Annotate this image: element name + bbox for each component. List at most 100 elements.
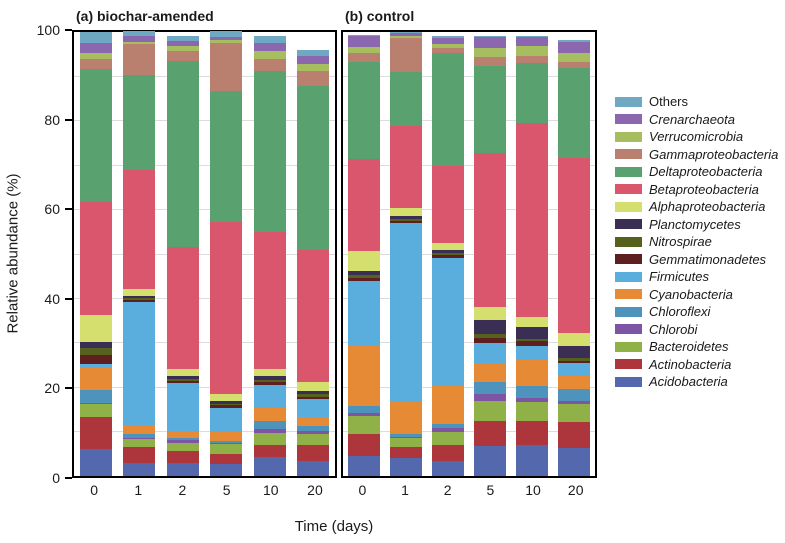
segment-bacteroidetes bbox=[123, 439, 156, 448]
segment-gemmatimonadetes bbox=[210, 405, 243, 408]
segment-verrucomicrobia bbox=[516, 46, 548, 56]
gridline-30 bbox=[74, 342, 335, 344]
y-tick-mark-100 bbox=[65, 29, 72, 31]
segment-cyanobacteria bbox=[79, 367, 112, 391]
segment-cyanobacteria bbox=[558, 375, 590, 390]
legend-label: Acidobacteria bbox=[649, 374, 728, 390]
segment-gemmatimonadetes bbox=[166, 380, 199, 383]
segment-gammaproteobacteria bbox=[253, 59, 286, 71]
segment-acidobacteria bbox=[253, 457, 286, 476]
segment-verrucomicrobia bbox=[253, 50, 286, 60]
segment-bacteroidetes bbox=[297, 433, 330, 446]
legend-label: Cyanobacteria bbox=[649, 286, 733, 302]
segment-bacteroidetes bbox=[79, 403, 112, 417]
segment-gemmatimonadetes bbox=[79, 354, 112, 364]
segment-planctomycetes bbox=[516, 327, 548, 340]
segment-alphaproteobacteria bbox=[123, 288, 156, 296]
segment-actinobacteria bbox=[474, 420, 506, 447]
segment-gammaproteobacteria bbox=[348, 53, 380, 63]
legend-item-planctomycetes: Planctomycetes bbox=[615, 216, 778, 234]
segment-betaproteobacteria bbox=[474, 153, 506, 307]
gridline-20 bbox=[74, 386, 335, 388]
segment-nitrospirae bbox=[348, 274, 380, 278]
segment-chlorobi bbox=[166, 439, 199, 443]
segment-nitrospirae bbox=[516, 339, 548, 342]
segment-cyanobacteria bbox=[210, 432, 243, 441]
segment-crenarchaeota bbox=[166, 41, 199, 47]
segment-actinobacteria bbox=[79, 416, 112, 450]
segment-others bbox=[432, 35, 464, 38]
gridline-60 bbox=[343, 209, 595, 211]
x-tick-label-20: 20 bbox=[307, 482, 323, 498]
segment-nitrospirae bbox=[253, 379, 286, 382]
panel-control bbox=[341, 30, 597, 478]
gridline-50 bbox=[74, 253, 335, 255]
segment-crenarchaeota bbox=[79, 43, 112, 53]
bar-day-2 bbox=[166, 32, 199, 476]
segment-cyanobacteria bbox=[253, 407, 286, 421]
segment-acidobacteria bbox=[348, 456, 380, 476]
segment-verrucomicrobia bbox=[123, 41, 156, 45]
legend-label: Deltaproteobacteria bbox=[649, 164, 763, 180]
legend-label: Nitrospirae bbox=[649, 234, 712, 250]
segment-firmicutes bbox=[390, 222, 422, 402]
segment-nitrospirae bbox=[79, 348, 112, 355]
segment-chloroflexi bbox=[516, 385, 548, 398]
legend-item-bacteroidetes: Bacteroidetes bbox=[615, 338, 778, 356]
segment-chloroflexi bbox=[123, 434, 156, 438]
segment-crenarchaeota bbox=[123, 36, 156, 42]
legend-label: Gammaproteobacteria bbox=[649, 146, 779, 162]
segment-others bbox=[123, 31, 156, 37]
legend-item-deltaproteobacteria: Deltaproteobacteria bbox=[615, 163, 778, 181]
segment-others bbox=[79, 32, 112, 44]
segment-bacteroidetes bbox=[516, 402, 548, 422]
segment-verrucomicrobia bbox=[79, 52, 112, 60]
segment-actinobacteria bbox=[166, 451, 199, 463]
legend-label: Firmicutes bbox=[649, 269, 709, 285]
segment-verrucomicrobia bbox=[348, 47, 380, 54]
segment-actinobacteria bbox=[516, 421, 548, 445]
segment-deltaproteobacteria bbox=[558, 67, 590, 159]
segment-bacteroidetes bbox=[348, 416, 380, 435]
bar-day-20 bbox=[558, 32, 590, 476]
y-tick-label-40: 40 bbox=[44, 290, 60, 307]
segment-others bbox=[210, 30, 243, 38]
segment-planctomycetes bbox=[79, 341, 112, 349]
segment-cyanobacteria bbox=[166, 431, 199, 439]
panel-a-title: (a) biochar-amended bbox=[76, 8, 214, 24]
legend-swatch-chlorobi bbox=[615, 324, 642, 335]
panel-biochar-amended bbox=[72, 30, 337, 478]
legend-label: Crenarchaeota bbox=[649, 111, 735, 127]
y-tick-mark-60 bbox=[65, 208, 72, 211]
segment-betaproteobacteria bbox=[348, 158, 380, 252]
legend-label: Chloroflexi bbox=[649, 304, 711, 320]
segment-deltaproteobacteria bbox=[166, 60, 199, 248]
legend-swatch-deltaproteobacteria bbox=[615, 166, 642, 177]
legend-swatch-firmicutes bbox=[615, 271, 642, 282]
x-tick-label-2: 2 bbox=[443, 482, 452, 498]
segment-chloroflexi bbox=[297, 426, 330, 432]
gridline-50 bbox=[343, 253, 595, 255]
y-tick-mark-80 bbox=[65, 118, 72, 121]
segment-chloroflexi bbox=[79, 390, 112, 403]
legend-swatch-gemmatimonadetes bbox=[615, 254, 642, 265]
segment-others bbox=[166, 36, 199, 42]
segment-gemmatimonadetes bbox=[390, 220, 422, 223]
segment-gemmatimonadetes bbox=[558, 360, 590, 363]
bar-day-1 bbox=[390, 31, 422, 476]
segment-firmicutes bbox=[432, 258, 464, 387]
segment-firmicutes bbox=[79, 363, 112, 368]
legend-item-crenarchaeota: Crenarchaeota bbox=[615, 111, 778, 129]
segment-acidobacteria bbox=[558, 447, 590, 476]
segment-chloroflexi bbox=[558, 389, 590, 401]
segment-gammaproteobacteria bbox=[432, 48, 464, 54]
legend-item-verrucomicrobia: Verrucomicrobia bbox=[615, 128, 778, 146]
legend-item-actinobacteria: Actinobacteria bbox=[615, 356, 778, 374]
x-tick-label-1: 1 bbox=[401, 482, 409, 498]
segment-acidobacteria bbox=[474, 446, 506, 476]
segment-bacteroidetes bbox=[558, 404, 590, 423]
legend-label: Gemmatimonadetes bbox=[649, 251, 767, 267]
segment-deltaproteobacteria bbox=[348, 62, 380, 159]
segment-gammaproteobacteria bbox=[79, 59, 112, 69]
segment-gemmatimonadetes bbox=[516, 341, 548, 346]
